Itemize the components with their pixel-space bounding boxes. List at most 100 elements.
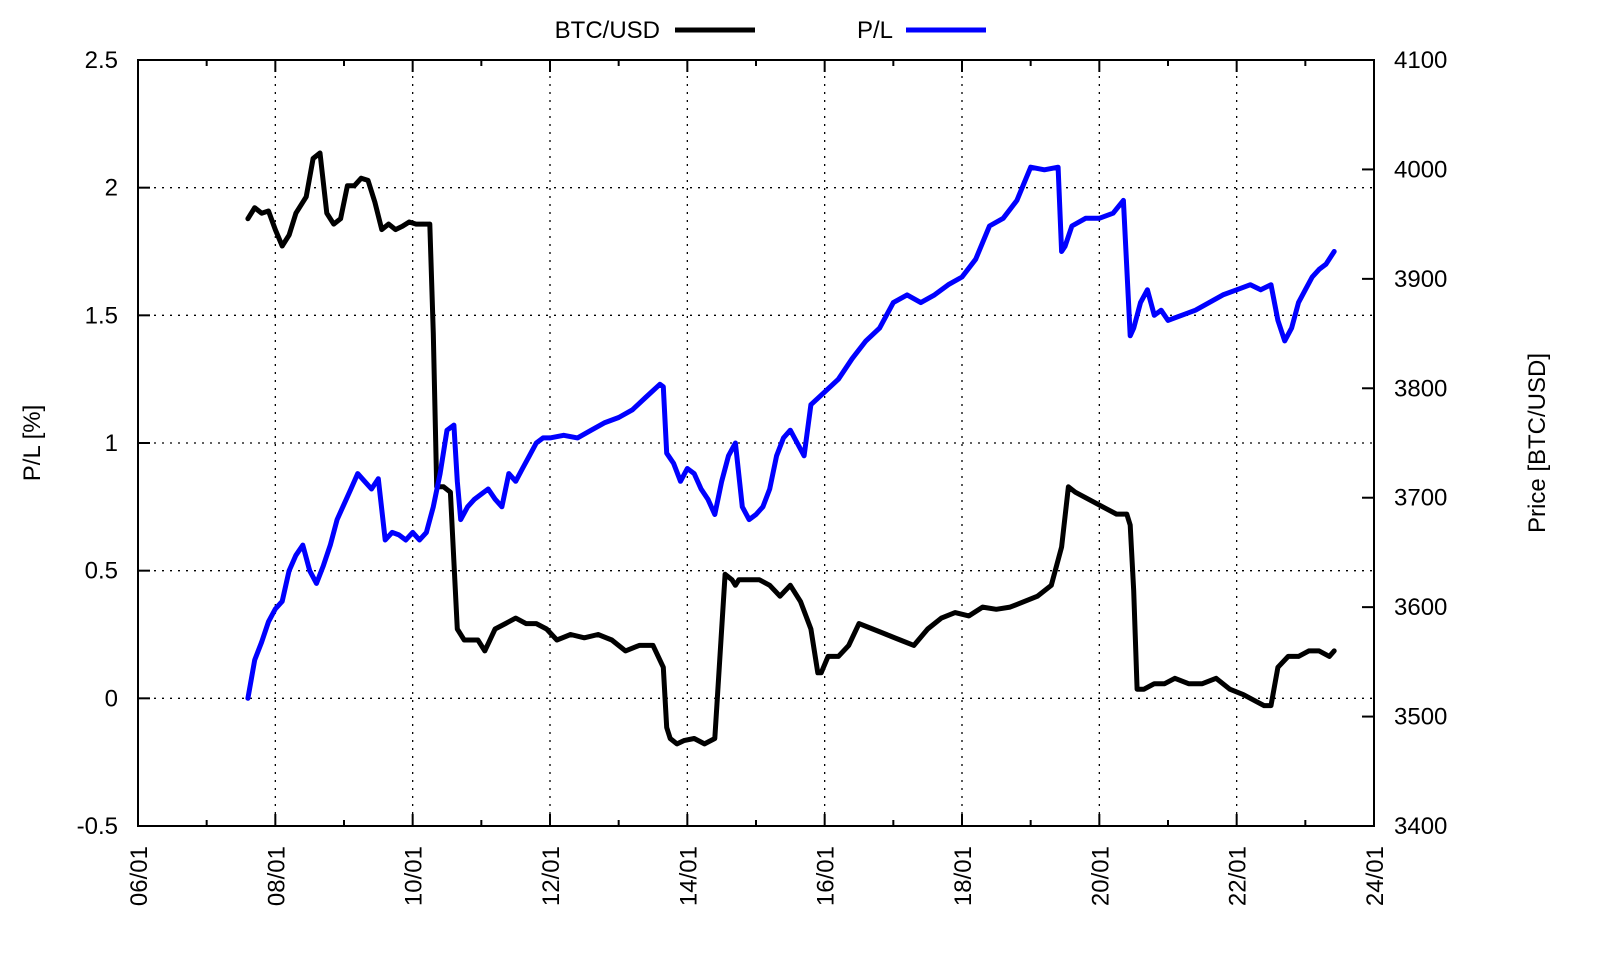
data-point-btcusd: [286, 232, 292, 238]
data-point-btcusd: [523, 621, 529, 626]
data-point-btcusd: [513, 615, 518, 621]
data-point-btcusd: [733, 583, 738, 588]
y-tick-label-right: 3600: [1394, 594, 1447, 621]
data-point-pl: [733, 440, 738, 446]
data-point-pl: [705, 497, 711, 502]
data-point-btcusd: [1104, 506, 1109, 511]
data-point-pl: [328, 542, 333, 548]
data-point-pl: [1207, 300, 1212, 305]
data-point-pl: [1323, 262, 1329, 267]
x-tick-label: 20/01: [1087, 846, 1114, 906]
data-point-pl: [671, 461, 676, 466]
data-point-btcusd: [664, 725, 669, 730]
data-point-pl: [1179, 313, 1184, 318]
data-point-pl: [492, 497, 498, 502]
legend: BTC/USD P/L: [555, 17, 986, 44]
data-point-btcusd: [386, 221, 391, 227]
grid-lines: [138, 60, 1374, 826]
data-point-pl: [1059, 249, 1064, 254]
tick-labels: 06/01 08/01 10/01 12/01 14/01 16/01 18/01 20/01…: [77, 47, 1448, 906]
data-point-btcusd: [393, 227, 398, 232]
data-point-btcusd: [492, 626, 498, 632]
data-point-btcusd: [345, 183, 350, 188]
data-point-pl: [719, 479, 724, 484]
data-point-btcusd: [1241, 692, 1246, 697]
data-point-pl: [561, 433, 566, 438]
data-point-pl: [1310, 274, 1315, 280]
y-tick-label-right: 4000: [1394, 156, 1447, 183]
data-point-pl: [1001, 216, 1006, 221]
data-point-btcusd: [1251, 698, 1257, 703]
data-point-pl: [822, 389, 827, 395]
data-point-pl: [451, 422, 457, 428]
data-point-pl: [863, 338, 869, 344]
data-point-btcusd: [1327, 654, 1332, 659]
data-point-btcusd: [1083, 495, 1088, 500]
data-point-btcusd: [1172, 676, 1178, 681]
data-point-btcusd: [273, 227, 278, 232]
data-point-pl: [1316, 267, 1322, 272]
y-tick-label-right: 3800: [1394, 375, 1447, 402]
data-point-pl: [424, 530, 429, 535]
data-point-btcusd: [1093, 501, 1099, 506]
data-point-pl: [362, 479, 367, 484]
data-point-pl: [602, 420, 608, 425]
data-point-pl: [1014, 198, 1020, 203]
data-point-pl: [1121, 198, 1126, 203]
data-point-btcusd: [939, 615, 944, 621]
data-point-pl: [245, 696, 251, 701]
data-point-pl: [1138, 300, 1143, 305]
y-tick-label-left: 1.5: [85, 302, 118, 329]
data-point-pl: [678, 479, 683, 484]
data-point-pl: [431, 504, 436, 509]
data-point-btcusd: [1141, 687, 1147, 692]
data-point-btcusd: [1296, 654, 1301, 659]
data-point-pl: [836, 377, 841, 382]
data-point-btcusd: [1066, 484, 1071, 489]
data-point-pl: [1042, 167, 1047, 172]
data-point-btcusd: [252, 205, 257, 210]
data-point-btcusd: [317, 150, 323, 156]
data-point-pl: [534, 440, 539, 446]
data-point-btcusd: [1268, 703, 1274, 708]
data-point-btcusd: [980, 604, 985, 610]
data-point-pl: [455, 479, 460, 484]
data-point-pl: [726, 453, 731, 458]
legend-label-pl: P/L: [857, 17, 893, 44]
data-point-btcusd: [1332, 648, 1337, 654]
data-point-pl: [1028, 165, 1033, 170]
data-point-pl: [1289, 325, 1294, 331]
data-point-pl: [589, 428, 594, 433]
x-tick-label: 12/01: [538, 846, 565, 906]
data-point-btcusd: [475, 637, 481, 643]
data-point-pl: [712, 512, 717, 517]
x-tick-label: 08/01: [263, 846, 290, 906]
data-point-pl: [664, 451, 669, 456]
data-point-btcusd: [407, 219, 412, 225]
data-point-pl: [1332, 249, 1337, 254]
data-point-btcusd: [1007, 604, 1013, 610]
data-point-pl: [740, 504, 745, 509]
data-point-pl: [355, 471, 360, 476]
data-point-btcusd: [722, 572, 728, 577]
data-point-pl: [1165, 318, 1171, 323]
data-point-btcusd: [554, 637, 560, 643]
data-point-pl: [918, 300, 923, 305]
data-point-btcusd: [925, 626, 930, 632]
data-point-btcusd: [1021, 599, 1026, 604]
data-point-btcusd: [420, 221, 426, 227]
data-point-btcusd: [1213, 676, 1219, 681]
data-point-pl: [334, 517, 340, 522]
data-point-pl: [259, 640, 264, 645]
data-point-btcusd: [534, 621, 539, 626]
data-point-pl: [795, 440, 800, 446]
data-point-pl: [891, 300, 896, 305]
data-point-btcusd: [365, 178, 371, 183]
data-point-pl: [1055, 165, 1061, 170]
series-points-btcusd: [245, 150, 1337, 747]
data-point-pl: [1097, 216, 1102, 221]
data-point-btcusd: [482, 648, 487, 654]
data-point-btcusd: [372, 200, 378, 205]
data-point-btcusd: [815, 670, 820, 675]
